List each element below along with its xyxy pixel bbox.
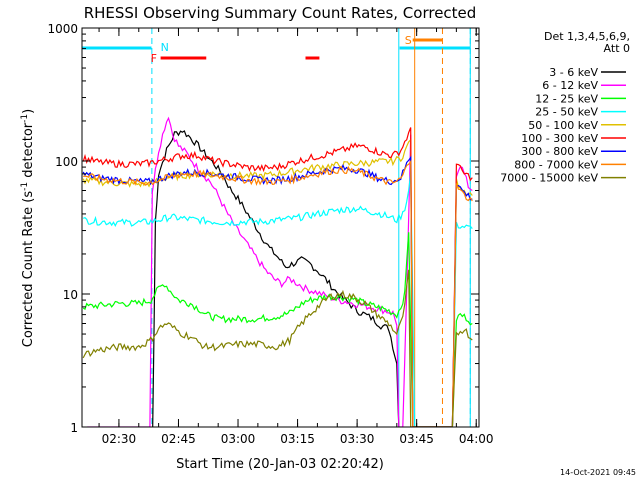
series-line-3 bbox=[83, 173, 473, 427]
x-axis: 02:30 02:45 03:00 03:15 03:30 03:45 04:00 bbox=[98, 28, 494, 446]
legend-label-0: 3 - 6 keV bbox=[549, 66, 598, 79]
footer-timestamp: 14-Oct-2021 09:45 bbox=[560, 468, 636, 477]
series-line-8 bbox=[82, 269, 473, 427]
series-layer bbox=[82, 116, 473, 427]
y-axis: 1 10 100 1000 bbox=[47, 22, 479, 435]
legend-label-4: 50 - 100 keV bbox=[528, 119, 598, 132]
legend-label-5: 100 - 300 keV bbox=[521, 132, 598, 145]
series-line-5 bbox=[82, 127, 473, 427]
x-tick-label: 03:45 bbox=[399, 432, 434, 446]
x-tick-label: 02:45 bbox=[161, 432, 196, 446]
flag-n-label: N bbox=[161, 41, 169, 54]
x-tick-label: 03:30 bbox=[340, 432, 375, 446]
series-line-7 bbox=[83, 159, 473, 427]
legend-label-7: 800 - 7000 keV bbox=[514, 158, 598, 171]
legend-title: Det 1,3,4,5,6,9, bbox=[544, 30, 630, 43]
y-axis-label: Corrected Count Rate (s-1 detector-1) bbox=[20, 109, 36, 347]
y-tick-label: 1000 bbox=[47, 22, 78, 36]
x-axis-label: Start Time (20-Jan-03 02:20:42) bbox=[176, 457, 384, 472]
x-tick-label: 03:00 bbox=[221, 432, 256, 446]
y-axis-label-sup2: -1 bbox=[20, 114, 30, 123]
legend-subtitle: Att 0 bbox=[604, 42, 630, 55]
x-tick-label: 04:00 bbox=[459, 432, 494, 446]
y-tick-label: 100 bbox=[55, 155, 78, 169]
legend-label-1: 6 - 12 keV bbox=[542, 79, 598, 92]
series-line-0 bbox=[152, 130, 400, 427]
legend-label-3: 25 - 50 keV bbox=[535, 106, 598, 119]
x-tick-label: 03:15 bbox=[280, 432, 315, 446]
y-axis-label-end: ) bbox=[21, 109, 36, 114]
legend-label-8: 7000 - 15000 keV bbox=[500, 172, 598, 185]
y-axis-label-main: Corrected Count Rate (s bbox=[21, 191, 36, 348]
chart-title: RHESSI Observing Summary Count Rates, Co… bbox=[84, 4, 477, 22]
y-tick-label: 10 bbox=[63, 288, 78, 302]
plot-frame bbox=[81, 27, 480, 428]
flag-s-label: S bbox=[405, 34, 412, 47]
flag-f-label: F bbox=[151, 52, 157, 65]
x-tick-label: 02:30 bbox=[102, 432, 137, 446]
series-line-2 bbox=[82, 232, 473, 427]
y-tick-label: 1 bbox=[70, 421, 78, 435]
legend-label-6: 300 - 800 keV bbox=[521, 145, 598, 158]
legend-label-2: 12 - 25 keV bbox=[535, 92, 598, 105]
y-axis-label-mid: detector bbox=[21, 122, 36, 182]
y-axis-label-sup1: -1 bbox=[20, 182, 30, 191]
